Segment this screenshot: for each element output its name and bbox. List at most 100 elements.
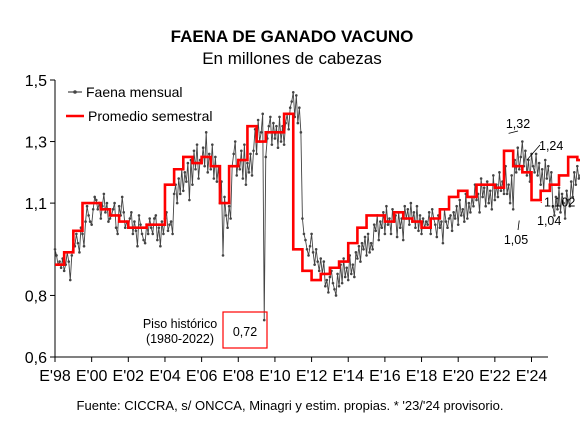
point-monthly xyxy=(204,131,208,134)
point-monthly xyxy=(319,257,323,260)
point-monthly xyxy=(576,164,579,168)
point-monthly xyxy=(430,207,434,211)
point-monthly xyxy=(240,149,243,153)
series-line-monthly xyxy=(54,92,580,321)
legend-marker-monthly xyxy=(73,90,77,94)
point-monthly xyxy=(433,223,437,226)
point-monthly xyxy=(311,251,315,254)
point-monthly xyxy=(379,220,382,223)
point-monthly xyxy=(562,201,565,205)
series-line-semester xyxy=(55,112,580,282)
point-monthly xyxy=(226,226,229,230)
point-monthly xyxy=(81,232,84,236)
point-monthly xyxy=(525,174,529,177)
point-monthly xyxy=(391,207,394,211)
point-monthly xyxy=(560,192,564,196)
point-monthly xyxy=(149,226,153,230)
source-note: Fuente: CICCRA, s/ ONCCA, Minagri y esti… xyxy=(77,398,504,413)
point-monthly xyxy=(343,275,347,279)
point-monthly xyxy=(298,106,301,109)
point-monthly xyxy=(131,232,135,236)
point-monthly xyxy=(406,207,410,211)
point-monthly xyxy=(171,232,174,236)
point-monthly xyxy=(324,284,327,288)
point-monthly xyxy=(316,260,319,263)
point-monthly xyxy=(252,149,255,153)
point-monthly xyxy=(385,204,388,208)
point-monthly xyxy=(505,192,509,196)
point-monthly xyxy=(295,94,298,97)
point-monthly xyxy=(224,214,228,217)
point-monthly xyxy=(435,235,439,239)
point-monthly xyxy=(99,217,103,220)
point-monthly xyxy=(415,204,419,208)
point-monthly xyxy=(429,232,433,236)
point-monthly xyxy=(571,195,575,199)
point-monthly xyxy=(227,204,231,208)
point-monthly xyxy=(75,232,78,236)
point-monthly xyxy=(304,238,307,242)
point-monthly xyxy=(508,201,512,205)
point-monthly xyxy=(551,204,555,208)
point-monthly xyxy=(111,207,115,211)
point-monthly xyxy=(105,201,109,205)
point-monthly xyxy=(308,244,312,248)
point-monthly xyxy=(76,241,80,245)
point-monthly xyxy=(259,131,263,134)
point-monthly xyxy=(414,226,417,230)
point-monthly xyxy=(568,204,571,208)
point-monthly xyxy=(250,174,254,177)
point-monthly xyxy=(444,220,448,223)
point-monthly xyxy=(282,143,286,146)
point-monthly xyxy=(148,217,151,220)
point-monthly xyxy=(238,167,242,171)
point-monthly xyxy=(91,207,95,211)
point-monthly xyxy=(349,272,353,276)
point-monthly xyxy=(94,198,98,202)
x-tick-label: E'16 xyxy=(369,368,401,385)
point-monthly xyxy=(211,143,214,146)
point-monthly xyxy=(459,214,463,217)
point-monthly xyxy=(493,198,497,202)
point-monthly xyxy=(269,115,272,119)
point-monthly xyxy=(484,204,487,208)
x-tick-label: E'06 xyxy=(186,368,218,385)
point-monthly xyxy=(159,244,162,248)
point-monthly xyxy=(424,220,428,223)
label-124-leader xyxy=(526,144,541,161)
point-monthly xyxy=(177,177,181,180)
legend-label-monthly: Faena mensual xyxy=(86,84,183,100)
x-tick-label: E'14 xyxy=(332,368,364,385)
point-monthly xyxy=(157,226,161,230)
point-monthly xyxy=(229,217,232,220)
point-monthly xyxy=(453,217,457,220)
x-tick-label: E'98 xyxy=(39,368,71,385)
point-monthly xyxy=(521,140,524,143)
point-monthly xyxy=(498,171,501,174)
point-monthly xyxy=(122,211,126,214)
y-tick-label: 1,3 xyxy=(25,135,47,152)
point-monthly xyxy=(511,207,515,211)
point-monthly xyxy=(262,318,266,322)
point-monthly xyxy=(288,106,292,109)
x-tick-label: E'10 xyxy=(259,368,291,385)
point-monthly xyxy=(420,232,423,236)
point-monthly xyxy=(62,269,66,273)
point-monthly xyxy=(440,220,443,223)
point-monthly xyxy=(345,266,349,270)
point-monthly xyxy=(151,232,155,236)
point-monthly xyxy=(545,177,549,180)
point-monthly xyxy=(181,189,185,193)
record-low-label: 0,72 xyxy=(233,325,257,339)
point-monthly xyxy=(291,91,295,94)
point-monthly xyxy=(301,217,304,220)
point-monthly xyxy=(93,195,97,199)
point-monthly xyxy=(336,272,339,276)
point-monthly xyxy=(287,127,290,131)
point-monthly xyxy=(168,223,171,226)
point-monthly xyxy=(212,177,216,180)
point-monthly xyxy=(485,180,489,183)
point-monthly xyxy=(88,220,92,223)
point-monthly xyxy=(360,241,364,245)
point-monthly xyxy=(353,275,356,279)
